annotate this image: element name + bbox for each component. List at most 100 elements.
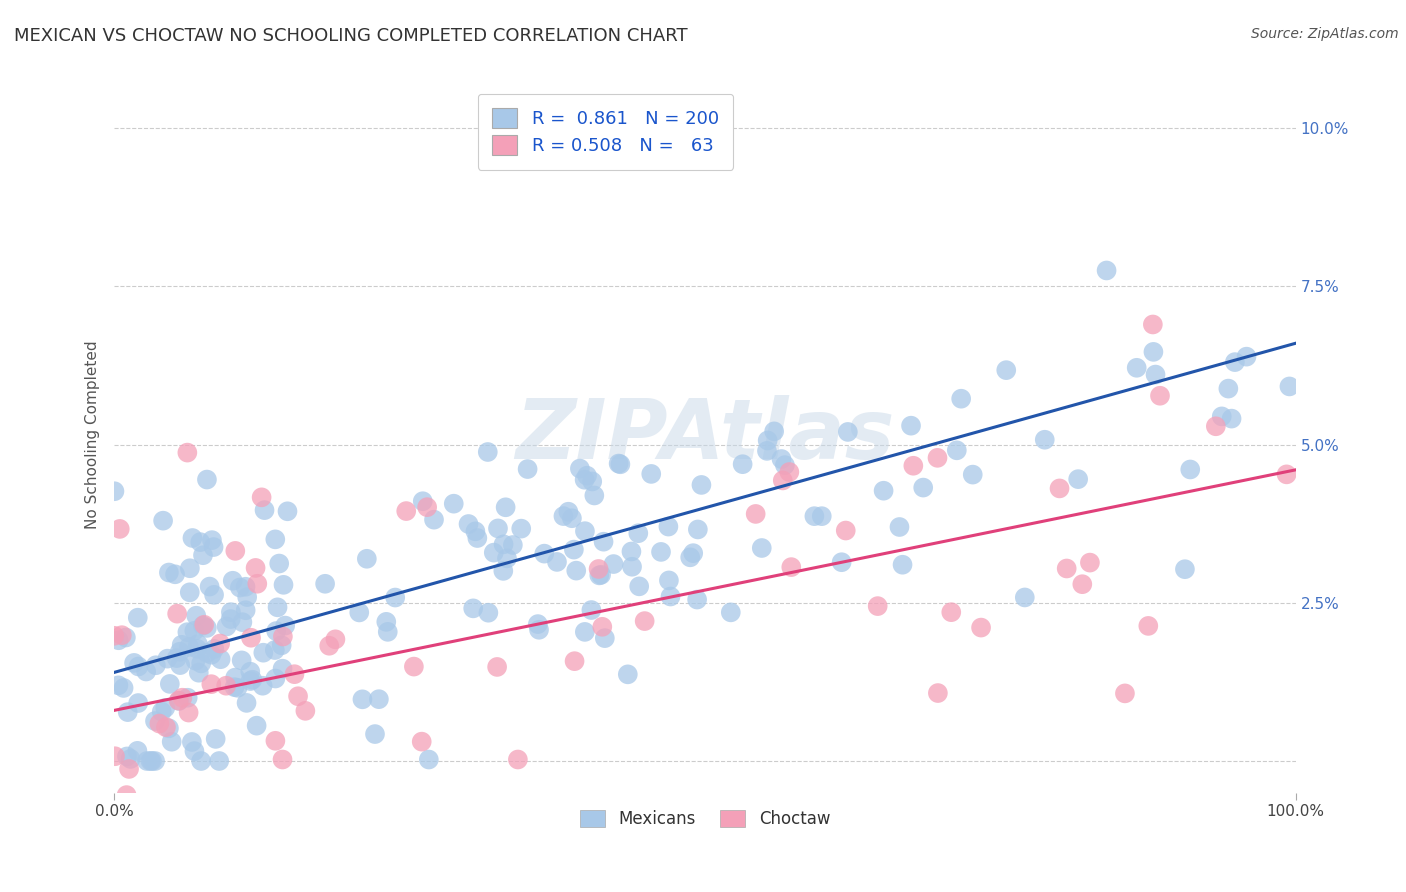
Point (274, 618, 297, 632)
Point (486, 521, 509, 535)
Point (177, 706, 200, 720)
Point (516, 462, 538, 476)
Point (169, 645, 191, 659)
Point (349, 606, 371, 620)
Point (224, 671, 246, 685)
Point (495, 500, 517, 515)
Point (367, 692, 389, 706)
Point (773, 458, 796, 472)
Point (731, 457, 754, 471)
Point (1014, 591, 1036, 605)
Point (177, 690, 200, 705)
Point (565, 564, 588, 578)
Point (686, 523, 709, 537)
Point (903, 458, 925, 473)
Point (831, 555, 853, 569)
Point (756, 434, 779, 448)
Point (157, 721, 180, 735)
Point (160, 735, 183, 749)
Point (418, 752, 440, 766)
Point (1236, 350, 1258, 364)
Point (574, 473, 596, 487)
Point (191, 618, 214, 632)
Point (246, 576, 269, 591)
Point (1142, 344, 1164, 359)
Point (156, 651, 179, 665)
Point (574, 524, 596, 538)
Point (962, 467, 984, 482)
Point (583, 488, 606, 502)
Point (141, 754, 163, 768)
Point (621, 559, 644, 574)
Point (1144, 368, 1167, 382)
Point (180, 735, 202, 749)
Point (467, 531, 489, 545)
Point (115, 788, 138, 802)
Point (143, 714, 166, 728)
Point (650, 545, 672, 559)
Point (679, 550, 702, 565)
Point (107, 678, 129, 692)
Point (118, 762, 141, 776)
Point (136, 754, 159, 768)
Point (634, 614, 657, 628)
Point (135, 665, 157, 679)
Point (231, 615, 253, 629)
Point (995, 363, 1018, 377)
Point (593, 631, 616, 645)
Point (402, 659, 425, 673)
Point (145, 658, 167, 673)
Point (527, 623, 550, 637)
Point (686, 592, 709, 607)
Point (581, 475, 603, 489)
Point (127, 610, 149, 624)
Point (269, 557, 291, 571)
Point (690, 478, 713, 492)
Point (1223, 355, 1246, 369)
Point (568, 461, 591, 475)
Point (177, 640, 200, 654)
Point (103, 484, 125, 499)
Point (264, 733, 287, 747)
Point (384, 591, 406, 605)
Point (609, 457, 631, 471)
Point (190, 657, 212, 671)
Point (222, 574, 245, 588)
Point (107, 633, 129, 648)
Point (772, 474, 794, 488)
Point (557, 505, 579, 519)
Point (581, 603, 603, 617)
Point (574, 624, 596, 639)
Point (148, 716, 170, 731)
Point (1149, 389, 1171, 403)
Point (239, 665, 262, 679)
Point (139, 754, 162, 768)
Point (176, 625, 198, 640)
Point (492, 537, 515, 551)
Point (364, 727, 387, 741)
Point (1095, 263, 1118, 277)
Point (1174, 562, 1197, 576)
Point (271, 752, 294, 766)
Point (155, 720, 177, 734)
Point (314, 576, 336, 591)
Point (457, 516, 479, 531)
Point (157, 566, 180, 580)
Point (533, 547, 555, 561)
Point (1180, 462, 1202, 476)
Point (287, 690, 309, 704)
Point (1218, 382, 1240, 396)
Point (1056, 561, 1078, 575)
Point (770, 452, 793, 467)
Point (527, 617, 550, 632)
Point (270, 638, 292, 652)
Point (1137, 619, 1160, 633)
Point (150, 705, 173, 719)
Point (271, 662, 294, 676)
Point (510, 522, 533, 536)
Point (564, 654, 586, 668)
Point (167, 694, 190, 708)
Point (200, 648, 222, 662)
Point (283, 667, 305, 681)
Point (195, 646, 218, 660)
